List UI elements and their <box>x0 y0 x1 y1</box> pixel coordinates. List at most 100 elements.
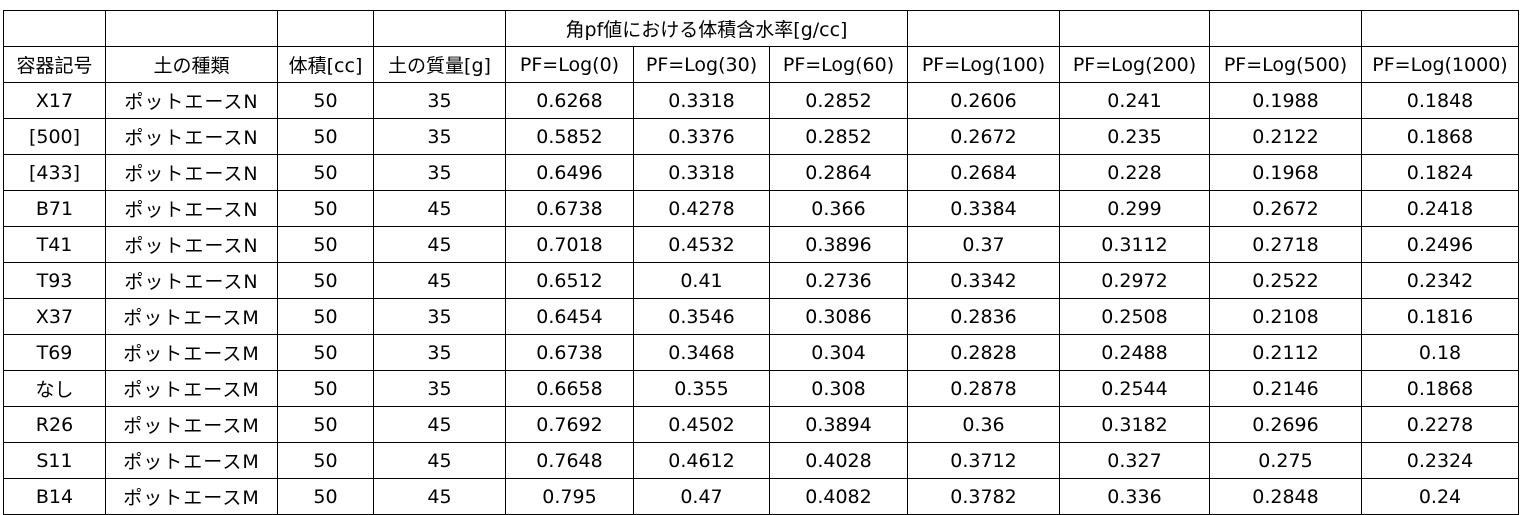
cell-soil-mass[interactable]: 45 <box>373 190 506 227</box>
cell-pf-value[interactable]: 0.2108 <box>1209 298 1362 335</box>
cell-pf-value[interactable]: 0.36 <box>907 406 1060 443</box>
cell-volume[interactable]: 50 <box>277 118 374 155</box>
cell-container-id[interactable]: X37 <box>3 298 106 335</box>
cell-pf-value[interactable]: 0.1848 <box>1361 82 1519 119</box>
empty-cell[interactable] <box>1059 10 1210 47</box>
cell-pf-value[interactable]: 0.2848 <box>1209 478 1362 515</box>
header-pf-1000[interactable]: PF=Log(1000) <box>1361 46 1519 83</box>
cell-pf-value[interactable]: 0.37 <box>907 226 1060 263</box>
cell-pf-value[interactable]: 0.4532 <box>633 226 770 263</box>
cell-pf-value[interactable]: 0.47 <box>633 478 770 515</box>
cell-pf-value[interactable]: 0.2718 <box>1209 226 1362 263</box>
cell-soil-type[interactable]: ポットエースN <box>105 118 278 155</box>
cell-soil-type[interactable]: ポットエースM <box>105 298 278 335</box>
header-pf-0[interactable]: PF=Log(0) <box>505 46 634 83</box>
header-soil-mass[interactable]: 土の質量[g] <box>373 46 506 83</box>
cell-pf-value[interactable]: 0.2508 <box>1059 298 1210 335</box>
cell-volume[interactable]: 50 <box>277 442 374 479</box>
cell-pf-value[interactable]: 0.304 <box>769 334 908 371</box>
cell-soil-mass[interactable]: 45 <box>373 442 506 479</box>
cell-pf-value[interactable]: 0.2852 <box>769 118 908 155</box>
cell-pf-value[interactable]: 0.3086 <box>769 298 908 335</box>
cell-container-id[interactable]: S11 <box>3 442 106 479</box>
cell-soil-type[interactable]: ポットエースN <box>105 190 278 227</box>
header-pf-60[interactable]: PF=Log(60) <box>769 46 908 83</box>
cell-soil-mass[interactable]: 45 <box>373 262 506 299</box>
cell-pf-value[interactable]: 0.235 <box>1059 118 1210 155</box>
cell-pf-value[interactable]: 0.1824 <box>1361 154 1519 191</box>
cell-pf-value[interactable]: 0.2522 <box>1209 262 1362 299</box>
cell-container-id[interactable]: B71 <box>3 190 106 227</box>
cell-pf-value[interactable]: 0.6496 <box>505 154 634 191</box>
cell-volume[interactable]: 50 <box>277 298 374 335</box>
cell-container-id[interactable]: なし <box>3 370 106 407</box>
cell-pf-value[interactable]: 0.3712 <box>907 442 1060 479</box>
empty-cell[interactable] <box>1209 10 1362 47</box>
cell-pf-value[interactable]: 0.6512 <box>505 262 634 299</box>
cell-pf-value[interactable]: 0.2736 <box>769 262 908 299</box>
cell-pf-value[interactable]: 0.2684 <box>907 154 1060 191</box>
cell-pf-value[interactable]: 0.1868 <box>1361 118 1519 155</box>
cell-soil-type[interactable]: ポットエースN <box>105 262 278 299</box>
cell-pf-value[interactable]: 0.2122 <box>1209 118 1362 155</box>
header-pf-500[interactable]: PF=Log(500) <box>1209 46 1362 83</box>
header-container[interactable]: 容器記号 <box>3 46 106 83</box>
cell-soil-mass[interactable]: 35 <box>373 370 506 407</box>
cell-pf-value[interactable]: 0.1988 <box>1209 82 1362 119</box>
cell-pf-value[interactable]: 0.2496 <box>1361 226 1519 263</box>
cell-pf-value[interactable]: 0.4028 <box>769 442 908 479</box>
cell-pf-value[interactable]: 0.2672 <box>1209 190 1362 227</box>
cell-pf-value[interactable]: 0.3318 <box>633 82 770 119</box>
cell-pf-value[interactable]: 0.41 <box>633 262 770 299</box>
cell-pf-value[interactable]: 0.2878 <box>907 370 1060 407</box>
cell-volume[interactable]: 50 <box>277 262 374 299</box>
empty-cell[interactable] <box>277 10 374 47</box>
empty-cell[interactable] <box>105 10 278 47</box>
cell-pf-value[interactable]: 0.6454 <box>505 298 634 335</box>
cell-pf-value[interactable]: 0.3112 <box>1059 226 1210 263</box>
cell-pf-value[interactable]: 0.3894 <box>769 406 908 443</box>
cell-pf-value[interactable]: 0.366 <box>769 190 908 227</box>
cell-pf-value[interactable]: 0.275 <box>1209 442 1362 479</box>
header-pf-200[interactable]: PF=Log(200) <box>1059 46 1210 83</box>
cell-pf-value[interactable]: 0.1816 <box>1361 298 1519 335</box>
cell-pf-value[interactable]: 0.6738 <box>505 190 634 227</box>
empty-cell[interactable] <box>1361 10 1519 47</box>
header-volume[interactable]: 体積[cc] <box>277 46 374 83</box>
cell-volume[interactable]: 50 <box>277 406 374 443</box>
cell-pf-value[interactable]: 0.7648 <box>505 442 634 479</box>
table-title[interactable]: 角pf値における体積含水率[g/cc] <box>505 10 908 47</box>
cell-pf-value[interactable]: 0.3468 <box>633 334 770 371</box>
cell-soil-type[interactable]: ポットエースN <box>105 154 278 191</box>
cell-soil-type[interactable]: ポットエースM <box>105 478 278 515</box>
cell-pf-value[interactable]: 0.2836 <box>907 298 1060 335</box>
cell-pf-value[interactable]: 0.299 <box>1059 190 1210 227</box>
cell-pf-value[interactable]: 0.795 <box>505 478 634 515</box>
cell-volume[interactable]: 50 <box>277 154 374 191</box>
cell-pf-value[interactable]: 0.2972 <box>1059 262 1210 299</box>
cell-soil-type[interactable]: ポットエースN <box>105 82 278 119</box>
cell-volume[interactable]: 50 <box>277 226 374 263</box>
cell-pf-value[interactable]: 0.2864 <box>769 154 908 191</box>
cell-pf-value[interactable]: 0.327 <box>1059 442 1210 479</box>
cell-pf-value[interactable]: 0.7018 <box>505 226 634 263</box>
cell-container-id[interactable]: T93 <box>3 262 106 299</box>
cell-pf-value[interactable]: 0.2488 <box>1059 334 1210 371</box>
cell-soil-type[interactable]: ポットエースM <box>105 370 278 407</box>
cell-volume[interactable]: 50 <box>277 334 374 371</box>
cell-volume[interactable]: 50 <box>277 370 374 407</box>
cell-pf-value[interactable]: 0.4502 <box>633 406 770 443</box>
cell-pf-value[interactable]: 0.241 <box>1059 82 1210 119</box>
cell-container-id[interactable]: [500] <box>3 118 106 155</box>
cell-soil-mass[interactable]: 35 <box>373 82 506 119</box>
cell-soil-mass[interactable]: 45 <box>373 226 506 263</box>
cell-pf-value[interactable]: 0.18 <box>1361 334 1519 371</box>
cell-pf-value[interactable]: 0.2696 <box>1209 406 1362 443</box>
cell-pf-value[interactable]: 0.2544 <box>1059 370 1210 407</box>
cell-soil-type[interactable]: ポットエースM <box>105 442 278 479</box>
cell-pf-value[interactable]: 0.5852 <box>505 118 634 155</box>
cell-container-id[interactable]: [433] <box>3 154 106 191</box>
cell-container-id[interactable]: X17 <box>3 82 106 119</box>
cell-pf-value[interactable]: 0.2278 <box>1361 406 1519 443</box>
cell-soil-type[interactable]: ポットエースM <box>105 406 278 443</box>
